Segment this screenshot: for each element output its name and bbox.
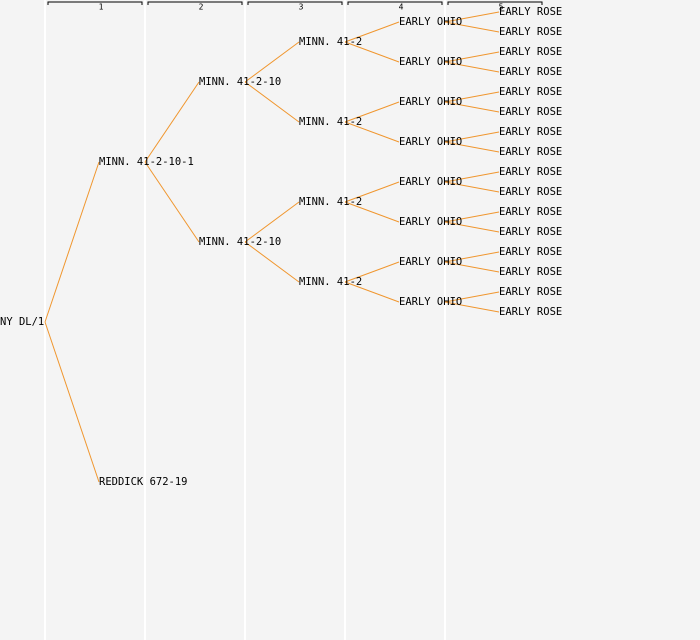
node-label: MINN. 41-2	[299, 116, 362, 128]
tree-edge	[44, 321, 100, 483]
node-label: EARLY ROSE	[499, 126, 562, 138]
column-bracket	[147, 1, 243, 5]
node-label: EARLY ROSE	[499, 106, 562, 118]
tree-edge	[344, 121, 400, 143]
tree-edge	[444, 181, 500, 193]
column-header: 1	[99, 3, 104, 12]
tree-edge	[344, 261, 400, 283]
tree-edge	[244, 241, 300, 283]
node-label: MINN. 41-2-10-1	[99, 156, 194, 168]
node-label: EARLY ROSE	[499, 146, 562, 158]
node-label: EARLY ROSE	[499, 206, 562, 218]
tree-edge	[344, 201, 400, 223]
node-label: EARLY OHIO	[399, 56, 462, 68]
tree-edge	[244, 41, 300, 83]
tree-edge	[244, 81, 300, 123]
tree-edge	[344, 281, 400, 303]
tree-edge	[444, 21, 500, 33]
node-label: MINN. 41-2-10	[199, 236, 281, 248]
node-label: MINN. 41-2	[299, 196, 362, 208]
tree-edge	[444, 131, 500, 143]
tree-edge	[444, 251, 500, 263]
tree-edge	[444, 211, 500, 223]
node-label: EARLY OHIO	[399, 216, 462, 228]
node-label: EARLY OHIO	[399, 296, 462, 308]
column-separator	[144, 0, 146, 640]
column-bracket	[447, 1, 543, 5]
tree-edge	[444, 51, 500, 63]
tree-edge	[344, 41, 400, 63]
tree-edge	[44, 161, 100, 323]
node-label: EARLY ROSE	[499, 266, 562, 278]
tree-edge	[344, 21, 400, 43]
column-header: 5	[499, 3, 504, 12]
tree-edge	[444, 221, 500, 233]
node-label: EARLY ROSE	[499, 246, 562, 258]
column-separator	[244, 0, 246, 640]
node-label: EARLY OHIO	[399, 136, 462, 148]
tree-edge	[444, 101, 500, 113]
column-bracket	[247, 1, 343, 5]
tree-edge	[444, 261, 500, 273]
node-label: EARLY ROSE	[499, 306, 562, 318]
column-separator	[444, 0, 446, 640]
node-label: MINN. 41-2	[299, 276, 362, 288]
node-label: EARLY OHIO	[399, 176, 462, 188]
node-label: EARLY ROSE	[499, 186, 562, 198]
node-label: EARLY ROSE	[499, 66, 562, 78]
tree-edge	[444, 61, 500, 73]
node-label: EARLY ROSE	[499, 46, 562, 58]
node-label: EARLY OHIO	[399, 96, 462, 108]
tree-edge	[444, 171, 500, 183]
node-label: EARLY ROSE	[499, 166, 562, 178]
column-separator	[344, 0, 346, 640]
tree-edge	[444, 301, 500, 313]
node-label: NY DL/1	[0, 316, 44, 328]
node-label: EARLY ROSE	[499, 226, 562, 238]
column-bracket	[47, 1, 143, 5]
column-separator	[44, 0, 46, 640]
tree-edge	[444, 291, 500, 303]
node-label: MINN. 41-2-10	[199, 76, 281, 88]
tree-edge	[444, 141, 500, 153]
tree-edge	[444, 11, 500, 23]
node-label: EARLY ROSE	[499, 286, 562, 298]
node-label: MINN. 41-2	[299, 36, 362, 48]
tree-edge	[344, 101, 400, 123]
node-label: EARLY ROSE	[499, 26, 562, 38]
column-header: 3	[299, 3, 304, 12]
column-bracket	[347, 1, 443, 5]
node-label: EARLY OHIO	[399, 16, 462, 28]
column-header: 4	[399, 3, 404, 12]
tree-edge	[244, 201, 300, 243]
node-label: EARLY ROSE	[499, 6, 562, 18]
node-label: EARLY ROSE	[499, 86, 562, 98]
node-label: EARLY OHIO	[399, 256, 462, 268]
tree-edge	[344, 181, 400, 203]
tree-edge	[444, 91, 500, 103]
tree-edge	[144, 81, 200, 163]
node-label: REDDICK 672-19	[99, 476, 188, 488]
tree-edge	[144, 161, 200, 243]
column-header: 2	[199, 3, 204, 12]
